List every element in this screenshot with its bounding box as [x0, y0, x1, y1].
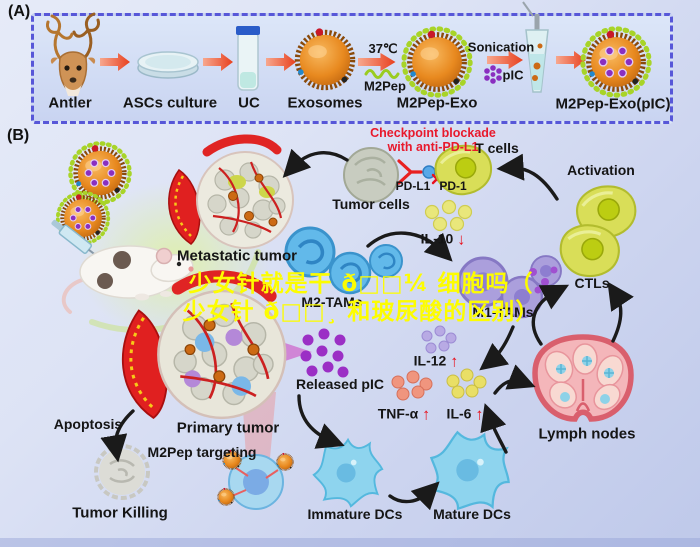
ctls-label: CTLs [574, 275, 610, 291]
uc-tube-icon [236, 26, 260, 91]
tnf-dots [391, 370, 433, 401]
arrow-apoptosis [100, 409, 135, 463]
il10-dots [424, 199, 473, 232]
pic-label: pIC [502, 67, 524, 83]
metastatic-tumor-illustration [168, 134, 294, 249]
arrow-maturedc-to-il6 [480, 403, 508, 454]
il6-label: IL-6 ↑ [447, 406, 484, 425]
tumor-cells-label: Tumor cells [332, 196, 410, 212]
deer-antler-icon [46, 12, 100, 96]
tumor-killing-label: Tumor Killing [72, 504, 168, 522]
m2-tams-label: M2-TAMs [301, 294, 363, 310]
immature-dc-cell [312, 438, 384, 508]
watermark-line-2: 少女针 ð□□¸ 和玻尿酸的区别） [182, 299, 540, 325]
il6-up-arrow-icon: ↑ [475, 406, 484, 424]
il12-label: IL-12 ↑ [414, 353, 459, 372]
sonication-label: Sonication [467, 39, 535, 55]
il10-down-arrow-icon: ↓ [457, 231, 466, 249]
bottom-shade [0, 538, 700, 547]
il12-dots [421, 325, 457, 354]
arrow-m1-to-il12 [479, 325, 515, 371]
activation-label: Activation [567, 162, 635, 178]
arrow-il6-to-lymph [493, 364, 536, 395]
syringe-icon [51, 219, 106, 264]
m2pep-exo-label: M2Pep-Exo [396, 94, 478, 112]
arrow-immature-to-mature [388, 481, 440, 511]
il10-text: IL-10 [420, 230, 454, 247]
m2pep-label: M2Pep [364, 78, 406, 94]
released-pic-label: Released pIC [296, 376, 384, 392]
antler-label: Antler [48, 94, 92, 112]
m2pep-exo-pic-icon [583, 29, 649, 95]
pd-l1-label: PD-L1 [395, 179, 431, 193]
il6-text: IL-6 [446, 405, 472, 422]
sonication-tube-icon [522, 1, 549, 93]
il12-up-arrow-icon: ↑ [450, 353, 459, 371]
exosome-icon [298, 28, 352, 87]
arrow-pic-to-immature-dc [297, 394, 345, 449]
arrow-m2-to-m1 [366, 231, 453, 262]
pd-1-label: PD-1 [439, 179, 467, 193]
panel-b-tag: (B) [7, 127, 30, 144]
m2pep-targeting-label: M2Pep targeting [147, 444, 257, 460]
exosomes-label: Exosomes [287, 94, 363, 112]
t-cells-label: T cells [475, 140, 519, 156]
il6-dots [446, 368, 487, 399]
m2pep-exo-icon [404, 29, 470, 95]
immature-dcs-label: Immature DCs [307, 506, 403, 522]
arrow-lymph-to-ctl-1 [531, 284, 570, 346]
m2pep-exo-pic-label: M2Pep-Exo(pIC) [555, 95, 671, 113]
petri-dish-icon [137, 51, 199, 79]
dead-tumor-cell [94, 444, 150, 500]
lymph-node-illustration [532, 334, 634, 422]
lymph-nodes-label: Lymph nodes [538, 425, 636, 443]
arrow-activation [496, 153, 559, 201]
tnf-text: TNF-α [377, 405, 419, 422]
panel-a-tag: (A) [8, 3, 31, 20]
apoptosis-label: Apoptosis [53, 416, 123, 432]
il10-label: IL-10 ↓ [421, 231, 466, 250]
flow-arrow-1 [100, 53, 130, 71]
uc-label: UC [238, 94, 260, 112]
checkpoint-line2: with anti-PD-L1 [387, 140, 479, 154]
flow-arrow-3 [266, 53, 296, 71]
m2pep-peptide-icon [364, 69, 400, 79]
ascs-culture-label: ASCs culture [122, 94, 218, 112]
il12-text: IL-12 [413, 352, 447, 369]
watermark-line-1: 少女针就是干 ð□□¼ 细胞吗（ [188, 271, 534, 297]
metastatic-tumor-label: Metastatic tumor [176, 247, 298, 265]
primary-tumor-illustration [121, 270, 287, 420]
m1-tams-label: M1-TAMs [472, 304, 534, 320]
released-pic-dots [300, 328, 349, 378]
pic-dots-icon [484, 65, 502, 84]
targeting-exosome-2 [217, 486, 235, 506]
temp-label: 37℃ [368, 41, 398, 56]
primary-tumor-label: Primary tumor [176, 419, 280, 437]
checkpoint-line1: Checkpoint blockade [370, 126, 496, 140]
m2pep-targeting-cell [228, 454, 284, 510]
tumor-cell-illustration [343, 147, 399, 203]
mature-dcs-label: Mature DCs [433, 506, 511, 522]
tnf-label: TNF-α ↑ [378, 406, 430, 425]
arrow-tumorcells-to-metastatic [282, 148, 349, 178]
tnf-up-arrow-icon: ↑ [422, 406, 431, 424]
mouse-icon [61, 245, 194, 314]
flow-arrow-2 [203, 53, 233, 71]
arrow-lymph-to-ctl-2 [607, 281, 634, 343]
